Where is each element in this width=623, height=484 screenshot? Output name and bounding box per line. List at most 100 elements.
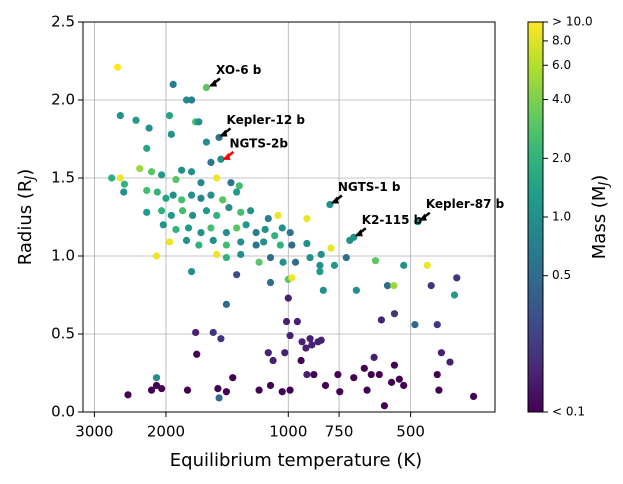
planet-point [202, 207, 211, 215]
planet-point [116, 112, 124, 120]
planet-point [278, 388, 286, 396]
planet-point [306, 335, 314, 343]
planet-point [352, 286, 360, 294]
annotation-arrowhead [418, 213, 427, 221]
planet-point [264, 349, 272, 357]
y-tick-label: 2.5 [51, 13, 75, 31]
planet-point [298, 338, 306, 346]
planet-point [317, 250, 325, 259]
planet-point [380, 402, 389, 410]
colorbar-tick-label: 8.0 [552, 33, 571, 47]
planet-point [316, 261, 324, 269]
y-tick-label: 0.0 [51, 403, 75, 421]
planet-point [316, 268, 324, 276]
planet-point [446, 358, 454, 366]
planet-point [195, 118, 203, 126]
planet-point [145, 124, 153, 132]
planet-point [222, 229, 231, 237]
planet-point [255, 258, 263, 266]
planet-point [215, 394, 223, 402]
annotation-label: Kepler-87 b [426, 197, 505, 211]
planet-point [167, 211, 175, 220]
planet-point [293, 317, 301, 326]
planet-point [411, 321, 419, 329]
planet-point [143, 208, 151, 216]
planet-point [450, 291, 459, 299]
planet-point [266, 253, 275, 262]
x-tick-label: 500 [396, 423, 425, 441]
planet-point [193, 350, 201, 358]
planet-point [282, 317, 291, 326]
x-tick-label: 2000 [147, 423, 185, 441]
planet-point [157, 207, 166, 215]
annotation-label: XO-6 b [216, 63, 262, 77]
planet-point [209, 328, 217, 337]
planet-point [371, 257, 380, 265]
planet-point [266, 278, 275, 287]
planet-point [217, 335, 225, 343]
planet-point [182, 236, 191, 244]
axes: 3000 2000 1000 750 500 0.0 0.5 1.0 1.5 2.0 2.5 > 10… [51, 13, 592, 441]
planet-point [255, 386, 263, 394]
annotation-arrowhead [354, 229, 363, 237]
planet-point [433, 321, 441, 329]
planet-point [252, 241, 260, 249]
planet-point [116, 174, 124, 182]
planet-point [319, 286, 327, 294]
planet-point [242, 221, 250, 229]
x-axis-label: Equilibrium temperature (K) [170, 450, 422, 471]
planet-point [157, 385, 166, 393]
planet-point [276, 241, 284, 249]
planet-point [252, 229, 260, 237]
planet-point [400, 381, 408, 390]
planet-point [167, 130, 175, 138]
planet-point [390, 361, 399, 369]
planet-point [197, 179, 205, 187]
planet-point [317, 336, 325, 344]
planet-point [334, 370, 342, 379]
planet-point [169, 80, 177, 88]
planet-point [188, 211, 197, 220]
x-tick-label: 1000 [269, 423, 307, 441]
planet-point [222, 241, 231, 249]
planet-point [159, 221, 167, 229]
planet-point [278, 224, 286, 232]
plot-frame [82, 21, 496, 413]
planet-point [114, 63, 122, 71]
planet-point [360, 364, 368, 372]
planet-point [286, 331, 294, 340]
planet-point [143, 186, 151, 195]
planet-point [207, 191, 215, 199]
y-tick-label: 2.0 [51, 91, 75, 109]
colorbar-tick-label: 2.0 [552, 151, 571, 165]
planet-point [108, 174, 116, 182]
planet-point [147, 168, 156, 176]
planet-point [192, 328, 200, 337]
planet-point [261, 225, 269, 234]
planet-point [197, 194, 205, 202]
y-tick-label: 0.5 [51, 325, 75, 343]
planet-point [187, 268, 196, 276]
planet-point [308, 341, 316, 349]
planet-point [327, 244, 335, 252]
planet-point [423, 261, 431, 269]
colorbar-tick-label: 6.0 [552, 58, 571, 72]
planet-point [120, 180, 129, 188]
planet-point [172, 225, 180, 234]
planet-point [124, 391, 132, 399]
planet-point [274, 211, 282, 220]
planet-point [233, 188, 241, 196]
planet-point [427, 282, 435, 290]
planet-point [152, 252, 161, 260]
x-tick-label: 3000 [75, 423, 113, 441]
planet-point [152, 374, 161, 382]
planet-point [390, 310, 399, 318]
planet-point [303, 214, 311, 223]
planet-point [400, 261, 408, 269]
planet-point [291, 258, 300, 266]
planet-point [143, 144, 151, 152]
colorbar [527, 21, 544, 413]
planet-point [162, 194, 170, 202]
colorbar-label-end: ) [589, 175, 610, 182]
